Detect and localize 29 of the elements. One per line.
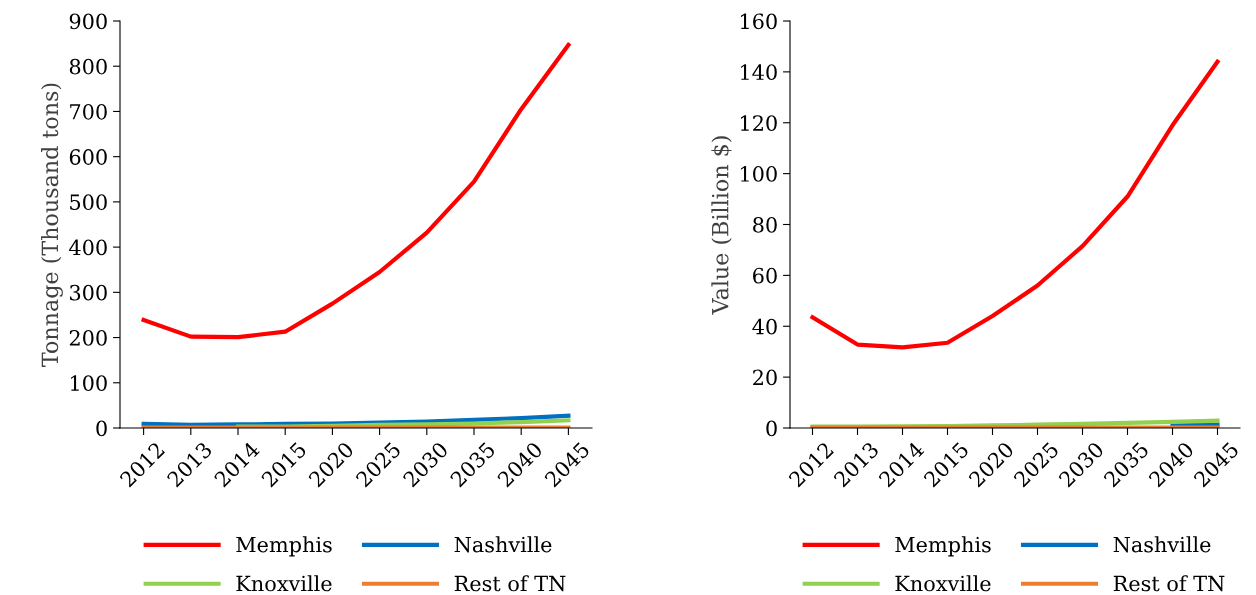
legend-label: Rest of TN [1113,575,1225,592]
y-axis-title: Tonnage (Thousand tons) [41,83,63,367]
y-tick-label: 60 [753,267,777,284]
legend-label: Knoxville [895,575,991,592]
y-tick-label: 100 [70,375,107,391]
legend-label: Rest of TN [454,575,566,592]
y-tick-label: 700 [70,103,107,120]
legend-label: Memphis [895,536,991,557]
y-tick-label: 400 [69,239,107,256]
y-tick-label: 100 [740,166,777,182]
y-tick-label: 0 [766,420,777,437]
y-axis-title: Value (Billion $) [711,136,732,315]
legend-label: Memphis [236,536,332,557]
y-tick-label: 0 [96,420,107,437]
y-tick-label: 40 [752,318,777,335]
legend-label: Nashville [1113,536,1211,553]
y-tick-label: 120 [740,115,777,131]
y-tick-label: 300 [70,284,107,301]
y-tick-label: 200 [69,330,107,346]
y-tick-label: 800 [69,58,107,75]
y-tick-label: 20 [753,369,777,386]
y-tick-label: 160 [740,13,777,30]
y-tick-label: 900 [69,13,107,30]
y-tick-label: 600 [69,149,107,165]
y-tick-label: 80 [753,216,777,233]
y-tick-label: 500 [70,194,107,211]
y-tick-label: 140 [740,64,777,81]
legend-label: Nashville [454,536,552,553]
legend-label: Knoxville [236,575,332,592]
